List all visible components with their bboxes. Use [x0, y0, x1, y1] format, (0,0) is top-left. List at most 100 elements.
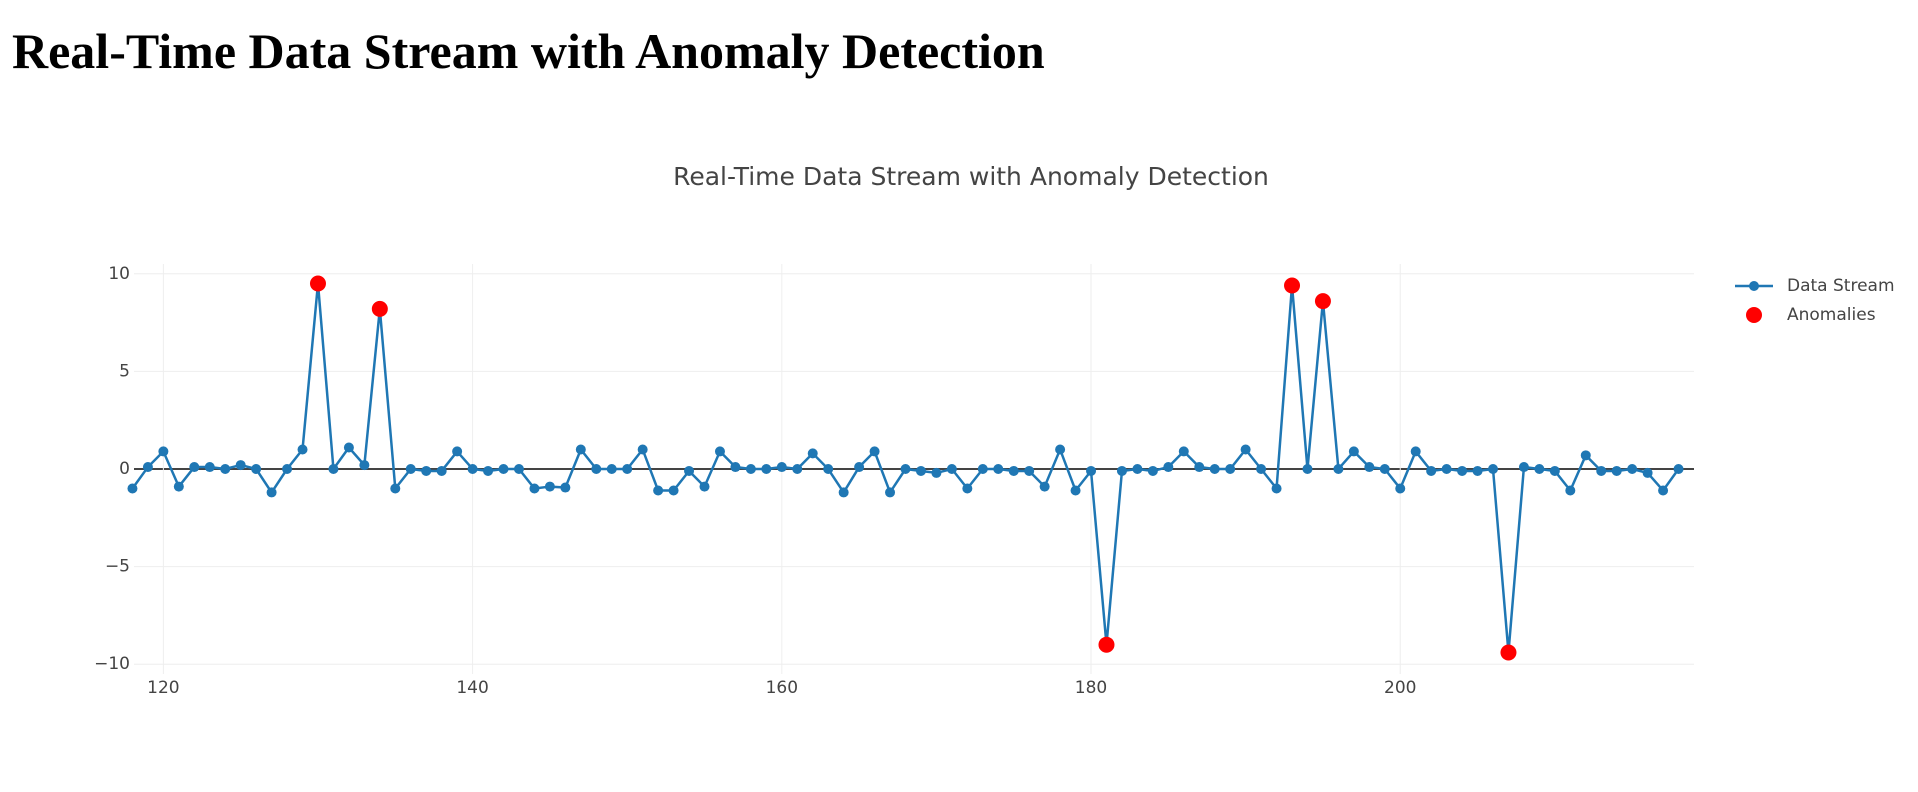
- data-point: [1549, 465, 1560, 476]
- chart-title: Real-Time Data Stream with Anomaly Detec…: [673, 162, 1269, 191]
- data-point: [1008, 465, 1019, 476]
- data-point: [1364, 462, 1375, 473]
- legend-label: Anomalies: [1787, 305, 1876, 325]
- data-point: [668, 485, 679, 496]
- data-point: [1410, 446, 1421, 457]
- x-tick-label: 120: [147, 678, 179, 698]
- data-point: [699, 481, 710, 492]
- data-point: [637, 444, 648, 455]
- data-point: [622, 464, 633, 474]
- data-point: [1642, 467, 1653, 478]
- data-point: [792, 464, 803, 474]
- legend-marker: [1749, 281, 1759, 291]
- data-point: [343, 442, 354, 453]
- data-point: [390, 483, 401, 494]
- data-point: [745, 464, 756, 474]
- legend-marker: [1746, 307, 1762, 323]
- data-point: [606, 464, 617, 474]
- data-point: [1673, 464, 1684, 474]
- data-point: [962, 483, 973, 494]
- data-point: [1163, 462, 1174, 473]
- data-point: [498, 464, 509, 474]
- data-point: [1534, 464, 1545, 474]
- data-point: [1132, 464, 1143, 474]
- data-point: [142, 462, 153, 473]
- data-point: [421, 465, 432, 476]
- data-point: [1086, 465, 1097, 476]
- data-point: [1472, 465, 1483, 476]
- data-point: [1379, 464, 1390, 474]
- anomaly-point: [309, 275, 326, 292]
- x-tick-label: 180: [1075, 678, 1107, 698]
- data-point: [513, 464, 524, 474]
- data-point: [1457, 465, 1468, 476]
- page-heading: Real-Time Data Stream with Anomaly Detec…: [12, 23, 1045, 79]
- data-point: [1518, 462, 1529, 473]
- data-point: [359, 460, 370, 471]
- data-point: [235, 460, 246, 471]
- data-point: [1426, 465, 1437, 476]
- data-point: [714, 446, 725, 457]
- data-point: [1395, 483, 1406, 494]
- y-tick-label: 10: [108, 264, 130, 284]
- data-point: [1178, 446, 1189, 457]
- data-point: [1116, 465, 1127, 476]
- data-point: [189, 462, 200, 473]
- data-point: [1024, 465, 1035, 476]
- data-point: [436, 465, 447, 476]
- data-point: [761, 464, 772, 474]
- data-point: [127, 483, 138, 494]
- data-point: [946, 464, 957, 474]
- data-point: [1070, 485, 1081, 496]
- data-point: [807, 448, 818, 459]
- data-point: [1256, 464, 1267, 474]
- data-point: [544, 481, 555, 492]
- data-point: [282, 464, 293, 474]
- data-point: [1580, 450, 1591, 461]
- data-point: [1271, 483, 1282, 494]
- data-point: [1627, 464, 1638, 474]
- data-point: [823, 464, 834, 474]
- data-point: [173, 481, 184, 492]
- data-point: [854, 462, 865, 473]
- anomaly-point: [1284, 277, 1301, 294]
- data-point: [885, 487, 896, 498]
- y-tick-label: 0: [119, 459, 130, 479]
- data-point: [1333, 464, 1344, 474]
- data-point: [220, 464, 231, 474]
- data-point: [483, 465, 494, 476]
- data-point: [1348, 446, 1359, 457]
- data-point: [730, 462, 741, 473]
- data-point: [653, 485, 664, 496]
- data-point: [684, 465, 695, 476]
- data-point: [838, 487, 849, 498]
- data-point: [1565, 485, 1576, 496]
- data-point: [993, 464, 1004, 474]
- data-point: [900, 464, 911, 474]
- y-tick-label: −10: [94, 654, 130, 674]
- data-point: [560, 482, 571, 493]
- data-point: [1147, 465, 1158, 476]
- x-tick-label: 140: [456, 678, 488, 698]
- legend-label: Data Stream: [1787, 276, 1895, 296]
- data-point: [405, 464, 416, 474]
- data-point: [977, 464, 988, 474]
- y-tick-label: −5: [105, 557, 130, 577]
- data-point: [297, 444, 308, 455]
- data-point: [591, 464, 602, 474]
- data-point: [575, 444, 586, 455]
- anomaly-point: [1500, 644, 1517, 661]
- data-point: [1225, 464, 1236, 474]
- data-point: [529, 483, 540, 494]
- data-point: [776, 462, 787, 473]
- data-point: [1302, 464, 1313, 474]
- x-tick-label: 160: [766, 678, 798, 698]
- data-point: [1441, 464, 1452, 474]
- data-point: [467, 464, 478, 474]
- data-point: [869, 446, 880, 457]
- data-point: [1611, 465, 1622, 476]
- data-point: [1658, 485, 1669, 496]
- data-point: [1039, 481, 1050, 492]
